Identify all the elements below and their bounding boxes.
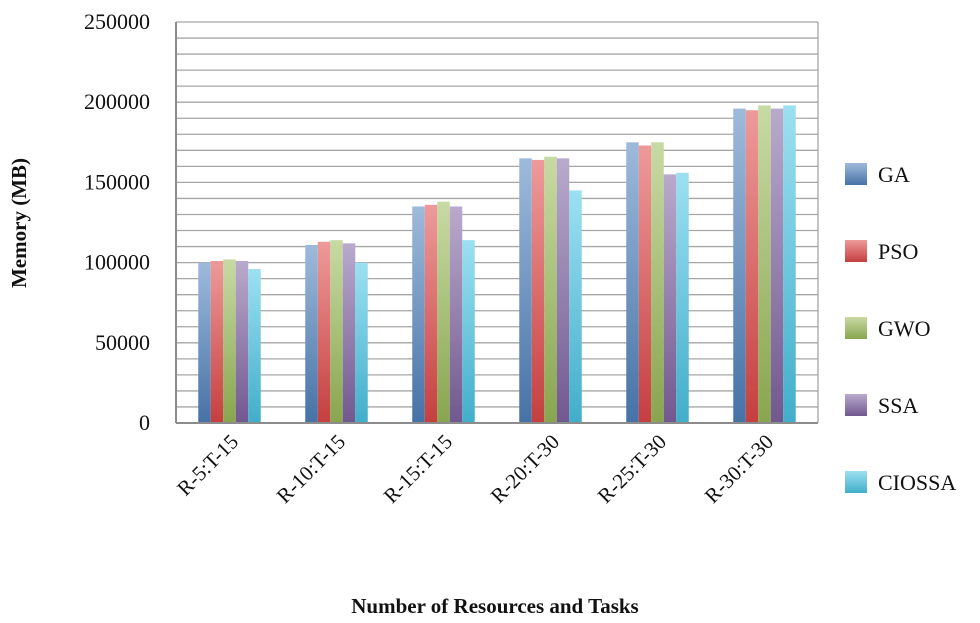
legend-label-pso: PSO — [878, 239, 918, 264]
x-tick-label: R-10:T-15 — [272, 430, 350, 508]
legend-label-gwo: GWO — [878, 316, 931, 341]
bar-ciossa-5 — [676, 172, 689, 423]
x-tick-label: R-25:T-30 — [593, 430, 671, 508]
bar-ga-4 — [519, 158, 532, 423]
legend-label-ciossa: CIOSSA — [878, 470, 956, 495]
axes — [175, 22, 819, 424]
y-tick-label: 150000 — [84, 169, 150, 194]
y-tick-label: 0 — [139, 410, 150, 435]
bar-ssa-3 — [449, 206, 463, 423]
bar-gwo-3 — [437, 201, 450, 423]
legend-swatch-ciossa — [845, 471, 867, 493]
bar-ssa-4 — [556, 158, 570, 423]
x-tick-label: R-30:T-30 — [700, 430, 778, 508]
legend-swatch-gwo — [845, 317, 867, 339]
bar-pso-2 — [317, 241, 331, 423]
bar-ssa-6 — [770, 108, 784, 423]
legend-swatch-ga — [845, 163, 867, 185]
bar-ga-1 — [198, 262, 211, 423]
grid-lines — [176, 21, 818, 424]
legend-swatch-pso — [845, 240, 867, 262]
bar-gwo-5 — [651, 142, 664, 424]
bar-ciossa-1 — [248, 269, 261, 423]
y-tick-label: 50000 — [95, 330, 150, 355]
x-tick-label: R-15:T-15 — [379, 430, 457, 508]
bar-ssa-5 — [663, 174, 677, 423]
bar-gwo-4 — [544, 156, 557, 423]
bar-ga-2 — [305, 244, 318, 423]
x-tick-label: R-5:T-15 — [172, 430, 243, 501]
bar-gwo-1 — [223, 259, 236, 423]
bar-ga-5 — [626, 142, 639, 424]
bar-gwo-6 — [758, 105, 771, 424]
bar-pso-3 — [424, 204, 438, 423]
legend-label-ssa: SSA — [878, 393, 918, 418]
bar-ciossa-2 — [355, 262, 368, 423]
bar-pso-6 — [745, 110, 759, 423]
y-tick-label: 200000 — [84, 89, 150, 114]
bar-ciossa-4 — [569, 190, 582, 423]
bar-ssa-1 — [235, 260, 249, 423]
bar-ssa-2 — [342, 243, 356, 423]
bar-ciossa-3 — [462, 240, 475, 423]
y-axis-title: Memory (MB) — [7, 158, 31, 288]
legend-swatch-ssa — [845, 394, 867, 416]
legend: GA PSO GWO SSA CIOSSA — [845, 162, 956, 495]
bar-ciossa-6 — [783, 105, 796, 424]
bar-pso-5 — [638, 145, 652, 423]
x-axis-title: Number of Resources and Tasks — [351, 594, 638, 618]
bar-gwo-2 — [330, 240, 343, 423]
bars — [198, 105, 796, 424]
y-tick-labels: 0 50000 100000 150000 200000 250000 — [84, 9, 150, 435]
y-tick-label: 250000 — [84, 9, 150, 34]
bar-ga-6 — [733, 108, 746, 423]
bar-pso-1 — [210, 260, 224, 423]
x-tick-label: R-20:T-30 — [486, 430, 564, 508]
legend-label-ga: GA — [878, 162, 910, 187]
bar-pso-4 — [531, 159, 545, 423]
y-tick-label: 100000 — [84, 250, 150, 275]
bar-ga-3 — [412, 206, 425, 423]
x-tick-labels: R-5:T-15 R-10:T-15 R-15:T-15 R-20:T-30 R-25:… — [172, 430, 778, 508]
